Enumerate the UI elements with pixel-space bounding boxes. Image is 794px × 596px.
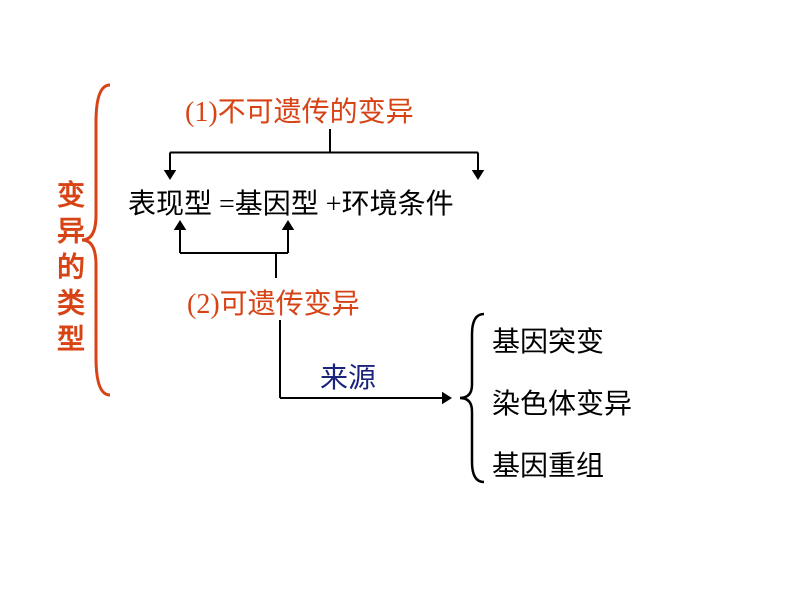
connector-bottom <box>0 0 794 596</box>
source-item-2: 基因重组 <box>492 444 604 484</box>
source-item-0: 基因突变 <box>492 320 604 360</box>
source-label: 来源 <box>320 356 376 396</box>
right-brace <box>460 314 494 492</box>
source-item-1: 染色体变异 <box>492 382 632 422</box>
